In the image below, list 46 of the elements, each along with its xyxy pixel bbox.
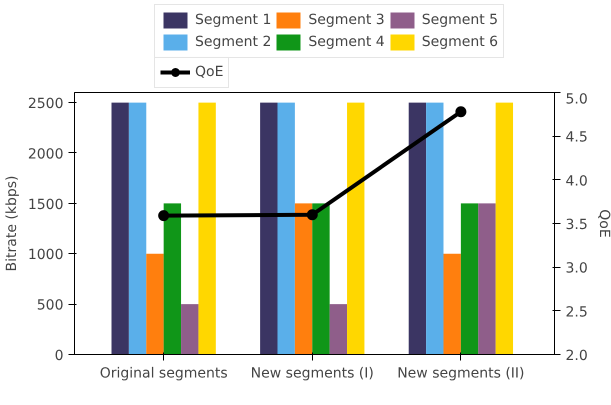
legend-label: Segment 4 bbox=[308, 34, 385, 50]
legend-label: Segment 5 bbox=[422, 12, 498, 28]
y2-tick-label: 5.0 bbox=[566, 92, 588, 108]
bar bbox=[198, 102, 216, 354]
x-tick-label: Original segments bbox=[100, 366, 228, 382]
y-tick-label: 500 bbox=[36, 298, 64, 314]
y2-tick-label: 4.5 bbox=[566, 130, 588, 146]
bar bbox=[496, 102, 514, 354]
point bbox=[455, 106, 466, 118]
y2-tick-label: 2.5 bbox=[566, 304, 588, 320]
point bbox=[158, 210, 170, 222]
y2-axis-title: QoE bbox=[596, 209, 611, 238]
legend-label: Segment 2 bbox=[195, 34, 272, 50]
legend-label: Segment 6 bbox=[422, 34, 498, 50]
x-tick-label: New segments (I) bbox=[250, 366, 374, 382]
bar bbox=[347, 102, 364, 354]
y-tick-label: 0 bbox=[54, 348, 64, 364]
bar bbox=[146, 254, 164, 354]
bar bbox=[426, 102, 444, 354]
bar bbox=[460, 203, 478, 354]
point bbox=[306, 209, 318, 220]
y-tick-label: 2500 bbox=[28, 96, 64, 112]
bar bbox=[443, 254, 461, 354]
legend-label: Segment 1 bbox=[195, 12, 272, 28]
bar bbox=[164, 203, 182, 354]
y2-tick-label: 4.0 bbox=[566, 173, 588, 190]
bar bbox=[312, 203, 330, 354]
bar bbox=[277, 102, 295, 354]
y-axis-title: Bitrate (kbps) bbox=[4, 176, 20, 272]
x-tick-label: New segments (II) bbox=[397, 366, 525, 382]
legend-label: QoE bbox=[195, 64, 224, 80]
y-tick-label: 2000 bbox=[28, 146, 64, 162]
bar bbox=[128, 102, 146, 354]
bar bbox=[260, 102, 278, 354]
y-tick-label: 1500 bbox=[28, 196, 64, 213]
bar bbox=[181, 304, 198, 354]
bar bbox=[478, 203, 496, 354]
y2-tick-label: 3.5 bbox=[566, 217, 588, 233]
bar bbox=[408, 102, 426, 354]
legend-label: Segment 3 bbox=[308, 12, 385, 28]
y2-tick-label: 3.0 bbox=[566, 260, 588, 277]
y2-tick-label: 2.0 bbox=[566, 348, 588, 364]
bar bbox=[330, 304, 348, 354]
bar bbox=[294, 203, 312, 354]
bar bbox=[112, 102, 129, 354]
y-tick-label: 1000 bbox=[28, 247, 64, 264]
